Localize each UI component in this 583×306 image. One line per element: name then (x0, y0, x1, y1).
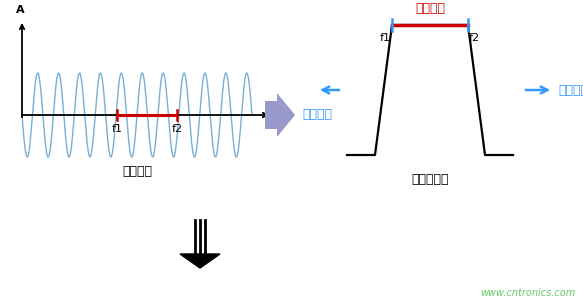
Polygon shape (180, 254, 220, 268)
Text: 抑制频段: 抑制频段 (302, 109, 332, 121)
Text: F: F (275, 112, 283, 122)
Text: 工作频段: 工作频段 (415, 2, 445, 15)
Text: www.cntronics.com: www.cntronics.com (480, 288, 575, 298)
Text: f1: f1 (111, 124, 122, 134)
Polygon shape (265, 93, 295, 137)
Text: 抑制频段: 抑制频段 (558, 84, 583, 96)
Text: f2: f2 (469, 33, 480, 43)
Text: 滤波器响应: 滤波器响应 (411, 173, 449, 186)
Text: f2: f2 (171, 124, 182, 134)
Text: A: A (16, 5, 24, 15)
Text: 原始信号: 原始信号 (122, 165, 152, 178)
Text: f1: f1 (380, 33, 391, 43)
